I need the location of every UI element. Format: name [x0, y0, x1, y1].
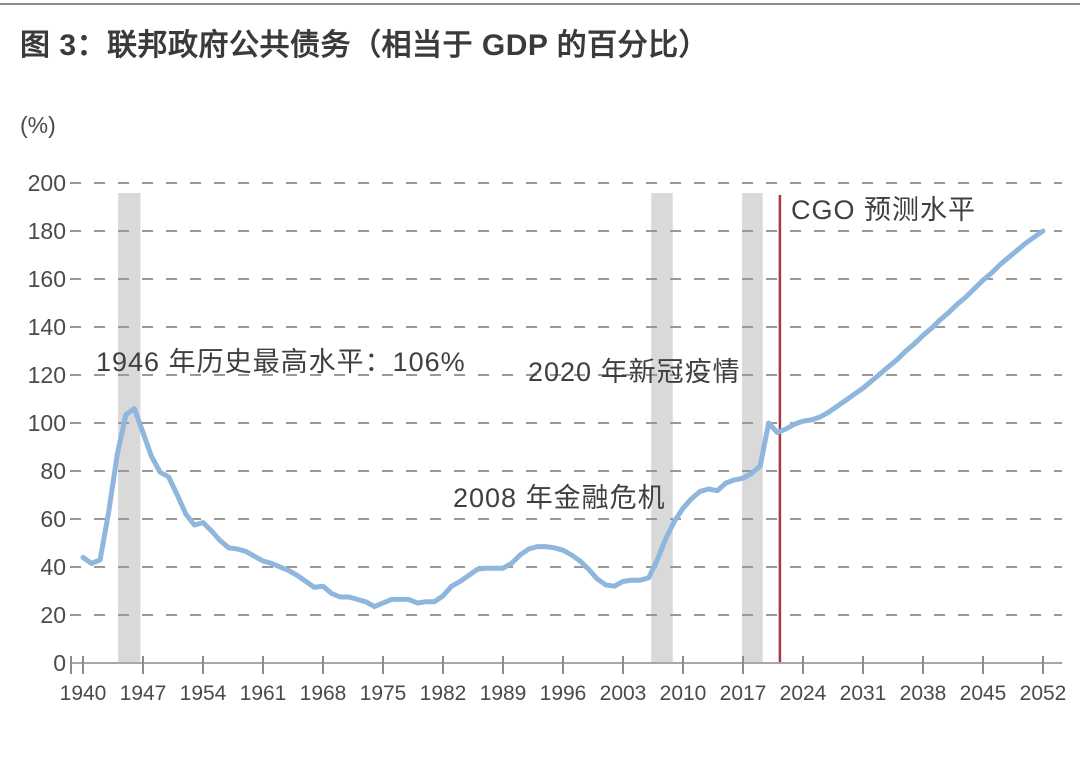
x-tick-label: 1961 — [240, 682, 287, 705]
y-tick-label: 200 — [28, 170, 66, 196]
x-tick-label: 2003 — [600, 682, 647, 705]
y-tick-label: 80 — [40, 458, 66, 484]
x-tick-label: 2031 — [840, 682, 887, 705]
x-tick-label: 2010 — [660, 682, 707, 705]
y-tick-label: 40 — [40, 554, 66, 580]
x-tick-label: 1975 — [360, 682, 407, 705]
x-tick-label: 2045 — [960, 682, 1007, 705]
annotation-2008-financial-crisis: 2008 年金融危机 — [453, 483, 666, 513]
y-tick-label: 60 — [40, 506, 66, 532]
x-tick-label: 1996 — [540, 682, 587, 705]
x-tick-label: 1954 — [180, 682, 227, 705]
recession-band — [118, 193, 141, 663]
y-tick-label: 100 — [28, 410, 66, 436]
y-tick-label: 140 — [28, 314, 66, 340]
y-tick-label: 160 — [28, 266, 66, 292]
y-tick-label: 120 — [28, 362, 66, 388]
recession-band — [651, 193, 673, 663]
x-tick-label: 2017 — [720, 682, 767, 705]
y-tick-label: 0 — [53, 650, 66, 676]
x-tick-label: 1982 — [420, 682, 467, 705]
top-divider-line — [0, 3, 1080, 5]
x-tick-label: 2052 — [1020, 682, 1067, 705]
x-tick-label: 1940 — [60, 682, 107, 705]
recession-band — [742, 193, 763, 663]
y-tick-label: 20 — [40, 602, 66, 628]
x-tick-label: 1968 — [300, 682, 347, 705]
y-axis-unit-label: (%) — [20, 112, 56, 138]
x-tick-label: 2038 — [900, 682, 947, 705]
x-tick-label: 1989 — [480, 682, 527, 705]
figure-title: 图 3：联邦政府公共债务（相当于 GDP 的百分比） — [20, 29, 710, 62]
annotation-cgo-forecast-level: CGO 预测水平 — [791, 195, 977, 225]
annotation-1946-peak: 1946 年历史最高水平：106% — [96, 347, 466, 377]
x-tick-label: 2024 — [780, 682, 827, 705]
debt-line — [80, 228, 1046, 610]
y-tick-label: 180 — [28, 218, 66, 244]
annotation-2020-covid: 2020 年新冠疫情 — [528, 357, 741, 387]
x-tick-label: 1947 — [120, 682, 167, 705]
